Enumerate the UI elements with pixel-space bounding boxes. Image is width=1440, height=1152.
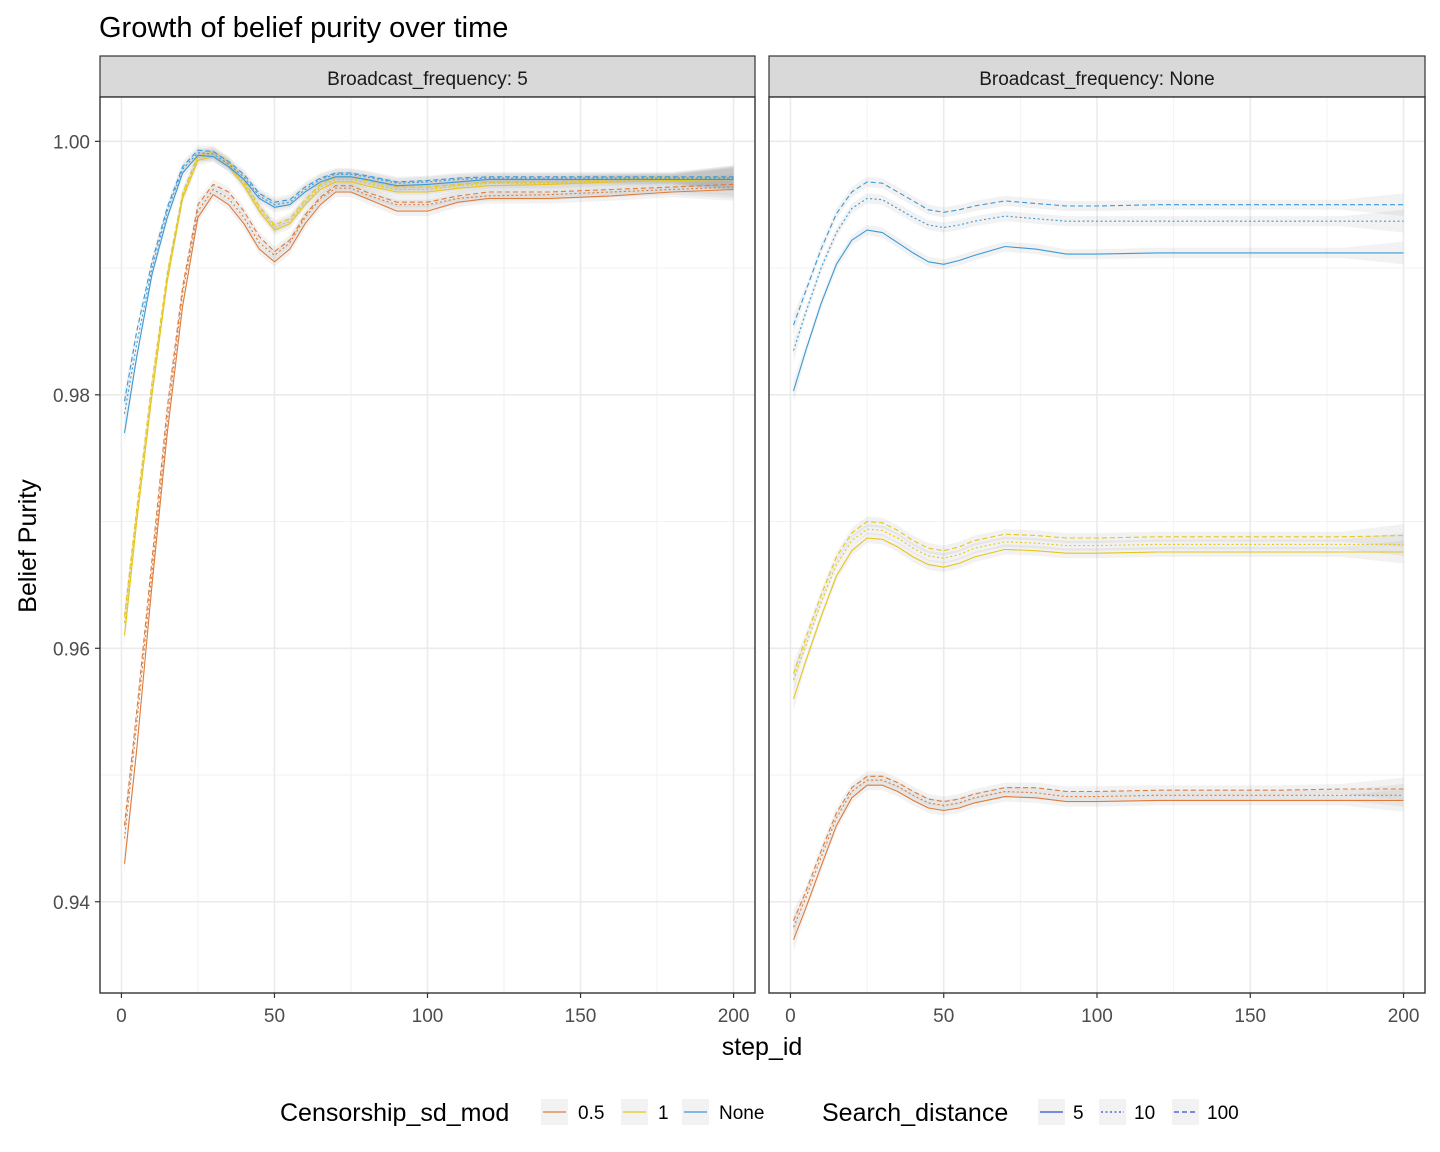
- chart-title: Growth of belief purity over time: [99, 12, 508, 44]
- x-tick-label: 200: [1388, 1006, 1420, 1027]
- series-line-censorship-none-search-100: [123, 149, 734, 402]
- y-tick-label: 0.94: [53, 893, 90, 914]
- panel-strip-label: Broadcast_frequency: None: [979, 69, 1215, 90]
- y-tick-label: 0.98: [53, 386, 90, 407]
- x-tick-label: 0: [116, 1006, 127, 1027]
- x-tick-label: 0: [785, 1006, 796, 1027]
- legend-title-search: Search_distance: [822, 1099, 1008, 1127]
- confidence-band: [793, 775, 1404, 939]
- confidence-band: [793, 193, 1404, 362]
- series-line-censorship-none-search-5: [792, 229, 1404, 392]
- x-tick-label: 200: [718, 1006, 750, 1027]
- series-line-censorship-none-search-5: [123, 154, 734, 433]
- legend-key-background: [1099, 1099, 1126, 1125]
- confidence-band: [793, 516, 1404, 685]
- x-tick-label: 150: [565, 1006, 597, 1027]
- panel-strip-label: Broadcast_frequency: 5: [327, 69, 528, 90]
- confidence-band: [793, 533, 1404, 711]
- legend-title-censorship: Censorship_sd_mod: [280, 1099, 509, 1127]
- series-line-censorship-0.5-search-100: [123, 183, 734, 826]
- panel-strip: [768, 55, 1426, 98]
- confidence-band: [124, 145, 734, 413]
- series-line-censorship-1-search-10: [123, 153, 734, 623]
- series-line-censorship-0.5-search-10: [792, 779, 1404, 928]
- y-tick-label: 1.00: [53, 132, 90, 153]
- panel-broadcast-5: Broadcast_frequency: 5 0 50 100 150 200 0.94 0.…: [53, 55, 756, 1027]
- series-line-censorship-0.5-search-5: [792, 784, 1404, 940]
- confidence-band: [793, 780, 1404, 952]
- x-axis-title: step_id: [722, 1033, 803, 1061]
- series-line-censorship-1-search-5: [792, 537, 1404, 700]
- x-tick-label: 100: [412, 1006, 444, 1027]
- series-line-censorship-none-search-100: [792, 181, 1404, 326]
- panel-strip: [99, 55, 756, 98]
- series-line-censorship-1-search-10: [792, 528, 1404, 681]
- confidence-band: [793, 225, 1404, 403]
- y-axis-title: Belief Purity: [14, 479, 42, 613]
- series-line-censorship-none-search-10: [123, 152, 734, 414]
- confidence-band: [793, 524, 1404, 692]
- legend-label-censorship: None: [719, 1103, 764, 1124]
- x-tick-label: 50: [933, 1006, 954, 1027]
- confidence-band: [793, 176, 1404, 337]
- x-tick-label: 100: [1081, 1006, 1113, 1027]
- x-tick-label: 50: [264, 1006, 285, 1027]
- x-tick-label: 150: [1234, 1006, 1266, 1027]
- legend: Censorship_sd_mod 0.5 1 None Search_distance…: [280, 1099, 1239, 1127]
- series-line-censorship-none-search-10: [792, 197, 1404, 351]
- legend-label-censorship: 1: [658, 1103, 669, 1124]
- panel-broadcast-none: Broadcast_frequency: None 0 50 100 150 200: [768, 55, 1426, 1027]
- y-tick-label: 0.96: [53, 639, 90, 660]
- series-line-censorship-0.5-search-100: [792, 775, 1404, 922]
- legend-label-censorship: 0.5: [578, 1103, 604, 1124]
- legend-label-search: 5: [1073, 1103, 1084, 1124]
- confidence-band: [793, 771, 1404, 933]
- legend-label-search: 10: [1134, 1103, 1155, 1124]
- series-line-censorship-1-search-100: [123, 150, 734, 617]
- series-line-censorship-0.5-search-5: [123, 188, 734, 864]
- legend-label-search: 100: [1207, 1103, 1239, 1124]
- series-line-censorship-1-search-100: [792, 521, 1404, 674]
- confidence-band: [124, 147, 734, 426]
